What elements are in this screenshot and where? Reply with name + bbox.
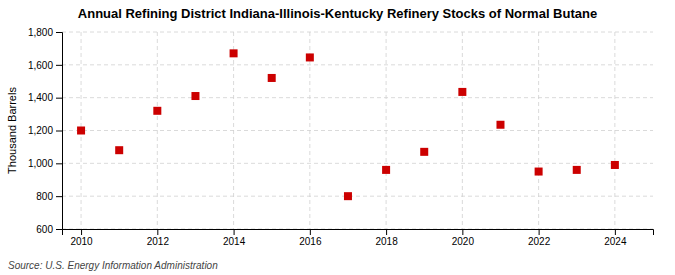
grid-line <box>538 32 539 229</box>
grid-line <box>462 32 463 229</box>
y-axis-title: Thousand Barrels <box>6 87 18 174</box>
tick-mark <box>56 98 62 99</box>
tick: 2010 <box>70 229 93 247</box>
x-axis: 2010 2012 2014 2016 2018 2020 2022 2024 <box>63 229 654 247</box>
grid-line <box>62 32 653 33</box>
grid-line <box>233 32 234 229</box>
axis-line <box>56 33 63 230</box>
point <box>344 192 352 200</box>
point <box>535 168 543 176</box>
tick: 2018 <box>375 229 398 247</box>
tick: 2016 <box>299 229 322 247</box>
point <box>268 74 276 82</box>
point <box>420 148 428 156</box>
tick-label: 2010 <box>70 236 93 247</box>
grid <box>62 32 653 229</box>
point <box>382 166 390 174</box>
point <box>77 127 85 135</box>
tick-mark <box>81 229 82 235</box>
tick-label: 2018 <box>375 236 398 247</box>
tick: 1,000 <box>28 158 62 169</box>
grid-line <box>62 163 653 164</box>
plot-area: 2010 2012 2014 2016 2018 2020 2022 2024 600 800 1,… <box>28 27 654 247</box>
tick-label: 2016 <box>299 236 322 247</box>
y-axis: 600 800 1,000 1,200 1,400 1,600 1,800 <box>28 27 63 235</box>
point <box>458 88 466 96</box>
title: Annual Refining District Indiana-Illinoi… <box>78 6 597 21</box>
axis-line <box>63 230 654 236</box>
grid-line <box>309 32 310 229</box>
tick-label: 1,400 <box>28 92 53 103</box>
tick-mark <box>56 229 62 230</box>
tick-label: 2012 <box>147 236 170 247</box>
tick-mark <box>310 229 311 235</box>
tick-label: 1,600 <box>28 60 53 71</box>
grid-line <box>386 32 387 229</box>
tick: 1,400 <box>28 92 62 103</box>
tick-label: 2022 <box>528 236 551 247</box>
grid-line <box>614 32 615 229</box>
tick-label: 1,000 <box>28 158 53 169</box>
tick-mark <box>234 229 235 235</box>
chart: 2010 2012 2014 2016 2018 2020 2022 2024 600 800 1,… <box>0 0 675 275</box>
tick-mark <box>56 196 62 197</box>
tick: 1,200 <box>28 125 62 136</box>
tick: 1,600 <box>28 60 62 71</box>
point <box>306 53 314 61</box>
tick-label: 1,200 <box>28 125 53 136</box>
point <box>496 121 504 129</box>
point <box>573 166 581 174</box>
tick-mark <box>56 65 62 66</box>
tick-mark <box>615 229 616 235</box>
tick-label: 600 <box>36 224 53 235</box>
tick-label: 800 <box>36 191 53 202</box>
tick: 1,800 <box>28 27 62 38</box>
grid-line <box>62 130 653 131</box>
grid-line <box>62 97 653 98</box>
tick-label: 2014 <box>223 236 246 247</box>
tick: 600 <box>36 224 62 235</box>
grid-line <box>157 32 158 229</box>
point <box>230 49 238 57</box>
tick-mark <box>56 163 62 164</box>
tick-mark <box>462 229 463 235</box>
tick-label: 2020 <box>452 236 475 247</box>
tick: 800 <box>36 191 62 202</box>
tick-label: 1,800 <box>28 27 53 38</box>
tick: 2012 <box>147 229 170 247</box>
tick-mark <box>56 131 62 132</box>
point <box>153 107 161 115</box>
point <box>115 146 123 154</box>
grid-line <box>62 196 653 197</box>
annotation: Source: U.S. Energy Information Administ… <box>8 260 218 271</box>
tick: 2014 <box>223 229 246 247</box>
tick-mark <box>56 32 62 33</box>
tick: 2020 <box>452 229 475 247</box>
point <box>611 161 619 169</box>
point <box>191 92 199 100</box>
tick-mark <box>539 229 540 235</box>
tick-mark <box>386 229 387 235</box>
tick: 2024 <box>604 229 627 247</box>
tick: 2022 <box>528 229 551 247</box>
tick-label: 2024 <box>604 236 627 247</box>
grid-line <box>62 64 653 65</box>
points <box>77 49 619 200</box>
tick-mark <box>157 229 158 235</box>
